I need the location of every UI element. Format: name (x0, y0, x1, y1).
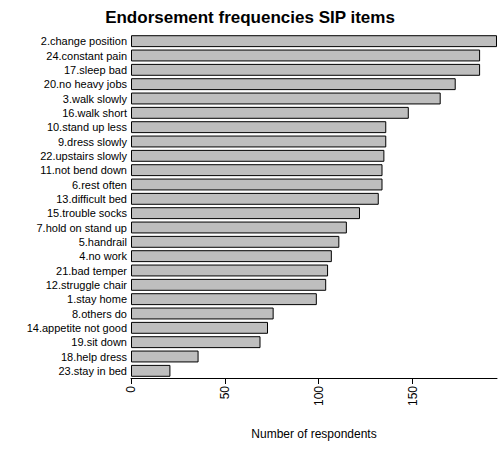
svg-text:11.not bend down: 11.not bend down (40, 164, 127, 176)
svg-text:3.walk slowly: 3.walk slowly (63, 93, 128, 105)
svg-text:15.trouble socks: 15.trouble socks (47, 207, 128, 219)
svg-text:18.help dress: 18.help dress (61, 351, 128, 363)
svg-text:0: 0 (124, 386, 138, 393)
svg-text:2.change position: 2.change position (41, 35, 127, 47)
svg-text:8.others do: 8.others do (72, 308, 127, 320)
svg-text:9.dress slowly: 9.dress slowly (58, 136, 128, 148)
svg-text:17.sleep bad: 17.sleep bad (64, 64, 127, 76)
svg-text:50: 50 (218, 386, 232, 400)
svg-text:16.walk short: 16.walk short (62, 107, 127, 119)
svg-text:100: 100 (312, 386, 326, 406)
svg-text:Endorsement frequencies SIP it: Endorsement frequencies SIP items (105, 8, 395, 27)
svg-text:150: 150 (406, 386, 420, 406)
svg-text:21.bad temper: 21.bad temper (56, 265, 127, 277)
svg-text:22.upstairs slowly: 22.upstairs slowly (40, 150, 127, 162)
svg-text:1.stay home: 1.stay home (67, 293, 127, 305)
svg-text:19.sit down: 19.sit down (71, 336, 127, 348)
svg-text:4.no work: 4.no work (79, 250, 127, 262)
svg-text:20.no heavy jobs: 20.no heavy jobs (44, 78, 128, 90)
svg-text:6.rest often: 6.rest often (72, 179, 127, 191)
svg-text:10.stand up less: 10.stand up less (47, 121, 128, 133)
svg-text:14.appetite not good: 14.appetite not good (27, 322, 127, 334)
svg-text:7.hold on stand up: 7.hold on stand up (36, 222, 127, 234)
svg-text:24.constant pain: 24.constant pain (46, 50, 127, 62)
svg-text:5.handrail: 5.handrail (79, 236, 127, 248)
svg-text:Number of respondents: Number of respondents (251, 427, 376, 441)
svg-text:13.difficult bed: 13.difficult bed (56, 193, 127, 205)
svg-text:12.struggle chair: 12.struggle chair (46, 279, 128, 291)
svg-text:23.stay in bed: 23.stay in bed (59, 365, 128, 377)
